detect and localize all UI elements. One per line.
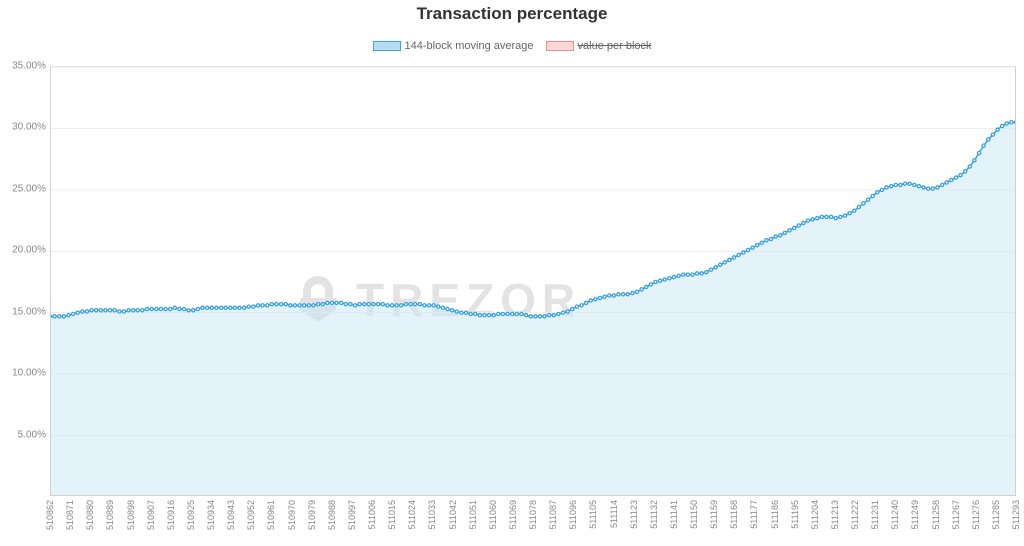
x-axis-tick-label: 510871: [65, 500, 75, 530]
x-axis-tick-label: 510916: [166, 500, 176, 530]
x-axis-tick-label: 511024: [407, 500, 417, 529]
x-axis-tick-label: 511267: [951, 500, 961, 529]
x-axis-tick-label: 510925: [186, 500, 196, 530]
x-axis-tick-label: 511258: [931, 500, 941, 529]
x-axis-tick-label: 511006: [367, 500, 377, 529]
x-axis-tick-label: 510880: [85, 500, 95, 530]
x-axis-tick-label: 511132: [649, 500, 659, 529]
x-axis-tick-label: 511087: [548, 500, 558, 529]
x-axis-tick-label: 511222: [850, 500, 860, 529]
x-axis-tick-label: 511078: [528, 500, 538, 529]
x-axis-tick-label: 511123: [629, 500, 639, 529]
x-axis-tick-label: 511285: [991, 500, 1001, 529]
legend: 144-block moving average value per block: [373, 40, 652, 52]
x-axis-tick-label: 510979: [307, 500, 317, 530]
legend-swatch: [373, 41, 401, 51]
x-axis-tick-label: 510943: [226, 500, 236, 530]
legend-label: 144-block moving average: [405, 40, 534, 52]
x-axis-tick-label: 511168: [729, 500, 739, 529]
x-axis-tick-label: 511213: [830, 500, 840, 529]
x-axis-tick-label: 510970: [287, 500, 297, 530]
y-axis-tick-label: 25.00%: [12, 183, 46, 194]
x-axis-tick-label: 511141: [669, 500, 679, 529]
legend-swatch: [546, 41, 574, 51]
x-axis-tick-label: 510988: [327, 500, 337, 530]
x-axis-tick-label: 510907: [146, 500, 156, 530]
y-axis-tick-label: 5.00%: [18, 429, 46, 440]
x-axis-tick-label: 511051: [468, 500, 478, 529]
y-axis-tick-label: 10.00%: [12, 368, 46, 379]
x-axis-tick-label: 510952: [246, 500, 256, 530]
x-axis-tick-label: 511177: [749, 500, 759, 529]
y-axis-tick-label: 30.00%: [12, 122, 46, 133]
x-axis-tick-label: 511276: [971, 500, 981, 529]
chart-title: Transaction percentage: [0, 4, 1024, 24]
x-axis-tick-label: 510862: [45, 500, 55, 530]
x-axis-tick-label: 511060: [488, 500, 498, 529]
y-axis-tick-label: 20.00%: [12, 245, 46, 256]
plot-area[interactable]: [50, 66, 1016, 496]
x-axis-tick-label: 511204: [810, 500, 820, 529]
y-axis-tick-label: 35.00%: [12, 61, 46, 72]
x-axis-tick-label: 511114: [609, 500, 619, 528]
legend-item[interactable]: value per block: [546, 40, 652, 52]
x-axis-tick-label: 511186: [770, 500, 780, 529]
x-axis-tick-label: 511105: [588, 500, 598, 529]
x-axis-tick-label: 511096: [568, 500, 578, 529]
x-axis-tick-label: 511015: [387, 500, 397, 529]
chart-container: { "title": { "text": "Transaction percen…: [0, 0, 1024, 546]
x-axis-tick-label: 511159: [709, 500, 719, 529]
x-axis-tick-label: 511293: [1011, 500, 1021, 529]
x-axis-tick-label: 511069: [508, 500, 518, 529]
x-axis-tick-label: 510961: [266, 500, 276, 530]
x-axis-tick-label: 511042: [448, 500, 458, 529]
x-axis-tick-label: 511195: [790, 500, 800, 529]
x-axis-tick-label: 510934: [206, 500, 216, 530]
x-axis-tick-label: 510898: [126, 500, 136, 530]
legend-label: value per block: [578, 40, 652, 52]
x-axis-tick-label: 511240: [890, 500, 900, 529]
x-axis-tick-label: 510889: [105, 500, 115, 530]
y-axis-labels: 5.00%10.00%15.00%20.00%25.00%30.00%35.00…: [0, 66, 50, 496]
legend-item[interactable]: 144-block moving average: [373, 40, 534, 52]
x-axis-tick-label: 511231: [870, 500, 880, 529]
y-axis-tick-label: 15.00%: [12, 306, 46, 317]
x-axis-tick-label: 511150: [689, 500, 699, 529]
x-axis-tick-label: 511249: [910, 500, 920, 529]
x-axis-tick-label: 510997: [347, 500, 357, 530]
x-axis-tick-label: 511033: [427, 500, 437, 529]
